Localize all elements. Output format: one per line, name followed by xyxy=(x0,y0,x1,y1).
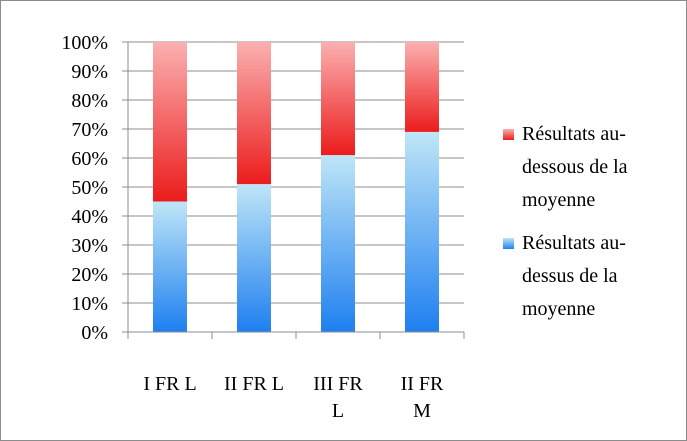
legend-label-series-0: Résultats au- xyxy=(522,232,626,254)
y-tick-label: 20% xyxy=(71,264,108,286)
x-category-label: III FR xyxy=(313,373,363,395)
bar-segment-series-0-cat-3 xyxy=(405,131,439,332)
legend-label-series-1: moyenne xyxy=(522,189,595,211)
x-category-label: II FR L xyxy=(224,373,284,395)
x-category-label: II FR xyxy=(401,373,444,395)
legend-swatch-series-0 xyxy=(503,238,514,249)
x-category-labels: I FR L II FR L III FR L II FR M xyxy=(143,373,444,422)
x-category-label: I FR L xyxy=(143,373,196,395)
bar-segment-series-1-cat-0 xyxy=(153,42,187,202)
y-tick-labels: 0% 10% 20% 30% 40% 50% 60% 70% 80% 90% 100% xyxy=(61,32,108,344)
y-tick-label: 40% xyxy=(71,206,108,228)
legend-label-series-1: Résultats au- xyxy=(522,123,626,145)
x-category-label: L xyxy=(332,400,344,422)
bars xyxy=(153,42,439,332)
bar-segment-series-0-cat-0 xyxy=(153,201,187,332)
y-tick-label: 10% xyxy=(71,293,108,315)
bar-segment-series-1-cat-2 xyxy=(321,42,355,156)
y-tick-label: 50% xyxy=(71,177,108,199)
y-tick-label: 70% xyxy=(71,119,108,141)
bar-segment-series-0-cat-2 xyxy=(321,155,355,332)
x-category-label: M xyxy=(413,400,431,422)
y-tick-label: 30% xyxy=(71,235,108,257)
axes xyxy=(127,42,465,339)
bar-segment-series-1-cat-3 xyxy=(405,42,439,132)
y-tick-label: 100% xyxy=(61,32,108,54)
legend-swatch-series-1 xyxy=(503,129,514,140)
y-tick-label: 90% xyxy=(71,61,108,83)
legend-label-series-0: dessus de la xyxy=(522,265,618,287)
legend-label-series-1: dessous de la xyxy=(522,156,628,178)
bar-segment-series-0-cat-1 xyxy=(237,184,271,332)
bar-segment-series-1-cat-1 xyxy=(237,42,271,185)
y-tick-label: 80% xyxy=(71,90,108,112)
legend: Résultats au-dessus de la moyenne Résultat… xyxy=(503,123,628,320)
y-tick-label: 0% xyxy=(81,322,108,344)
y-tick-label: 60% xyxy=(71,148,108,170)
legend-label-series-0: moyenne xyxy=(522,298,595,320)
